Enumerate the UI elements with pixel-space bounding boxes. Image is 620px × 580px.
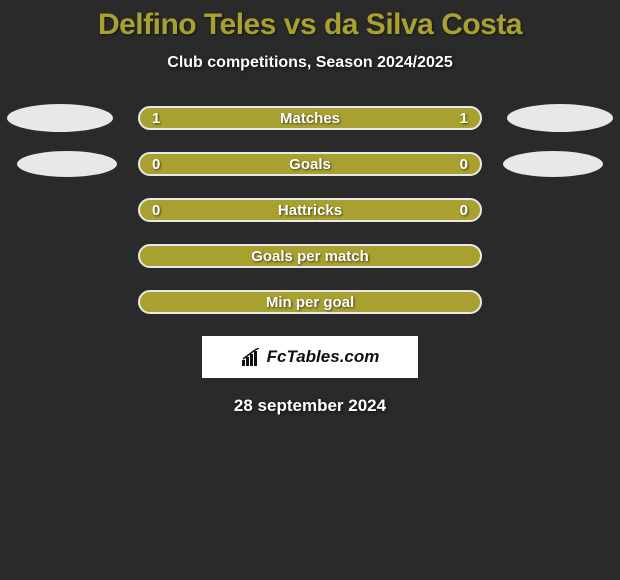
stat-label: Goals	[289, 156, 331, 173]
stat-label: Min per goal	[266, 294, 354, 311]
stat-row-matches: 1 Matches 1	[0, 106, 620, 130]
player-left-ellipse-icon	[7, 104, 113, 132]
stat-row-goals-per-match: Goals per match	[0, 244, 620, 268]
comparison-title: Delfino Teles vs da Silva Costa	[0, 8, 620, 42]
player-right-ellipse-icon	[507, 104, 613, 132]
stat-left-value: 0	[152, 202, 160, 219]
snapshot-date: 28 september 2024	[0, 396, 620, 416]
brand-badge: FcTables.com	[202, 336, 418, 378]
stat-label: Matches	[280, 110, 340, 127]
stat-row-min-per-goal: Min per goal	[0, 290, 620, 314]
season-subtitle: Club competitions, Season 2024/2025	[0, 54, 620, 72]
stat-label: Hattricks	[278, 202, 342, 219]
stat-left-value: 1	[152, 110, 160, 127]
stat-right-value: 0	[460, 156, 468, 173]
stat-bar: 1 Matches 1	[138, 106, 482, 130]
stat-bar: 0 Goals 0	[138, 152, 482, 176]
bars-chart-icon	[241, 348, 263, 366]
stat-bar: 0 Hattricks 0	[138, 198, 482, 222]
stat-label: Goals per match	[251, 248, 369, 265]
stat-left-value: 0	[152, 156, 160, 173]
player-right-ellipse-icon	[503, 151, 603, 177]
stat-bar: Min per goal	[138, 290, 482, 314]
brand-text: FcTables.com	[267, 347, 380, 367]
stat-row-hattricks: 0 Hattricks 0	[0, 198, 620, 222]
stat-bar: Goals per match	[138, 244, 482, 268]
stat-row-goals: 0 Goals 0	[0, 152, 620, 176]
stat-right-value: 0	[460, 202, 468, 219]
player-left-ellipse-icon	[17, 151, 117, 177]
stat-right-value: 1	[460, 110, 468, 127]
